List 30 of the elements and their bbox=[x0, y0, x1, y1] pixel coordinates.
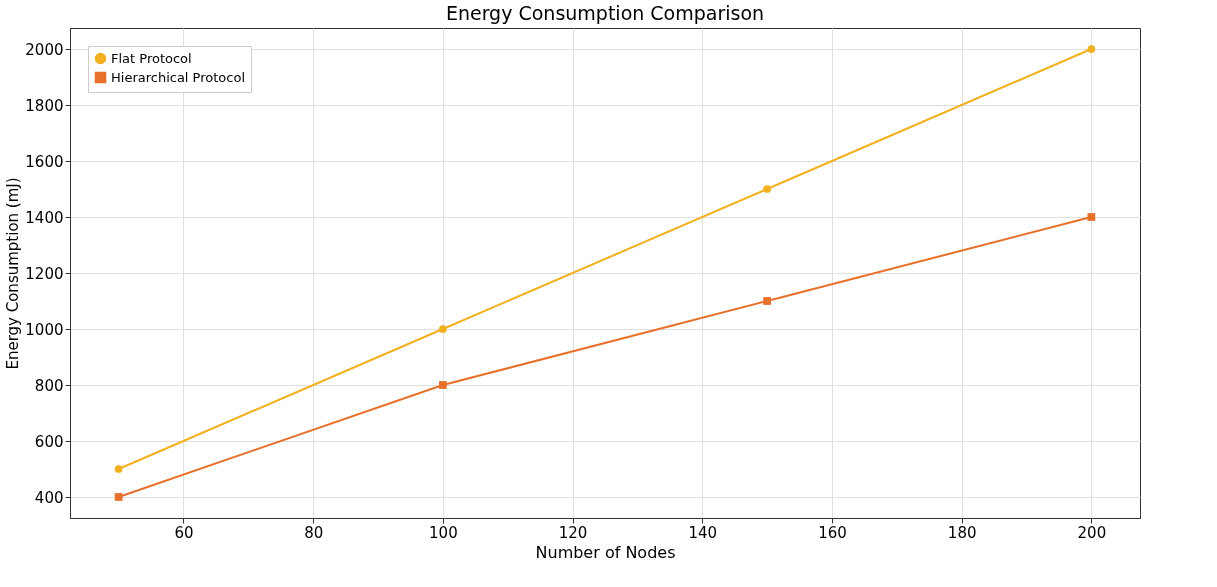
point bbox=[763, 297, 771, 305]
x-tick-label: 200 bbox=[1077, 523, 1107, 542]
point bbox=[1087, 213, 1096, 221]
y-axis-title: Energy Consumption (mJ) bbox=[4, 177, 23, 370]
y-tick-label: 1200 bbox=[25, 264, 64, 283]
x-tick-label: 180 bbox=[947, 523, 977, 542]
x-tick-label: 100 bbox=[429, 523, 458, 542]
x-tick-label: 160 bbox=[818, 523, 847, 542]
legend-label: Flat Protocol bbox=[111, 50, 192, 66]
x-tick-label: 80 bbox=[304, 523, 324, 542]
y-tick-label: 1800 bbox=[25, 96, 64, 115]
y-tick-label: 2000 bbox=[25, 40, 64, 59]
y-tick-label: 1600 bbox=[25, 152, 64, 171]
y-tick-label: 1000 bbox=[25, 320, 64, 339]
point bbox=[114, 465, 123, 473]
x-tick-label: 120 bbox=[558, 523, 588, 542]
point bbox=[114, 493, 123, 501]
x-axis-title: Number of Nodes bbox=[535, 542, 676, 562]
point bbox=[439, 325, 447, 333]
y-tick-label: 800 bbox=[34, 376, 64, 395]
x-tick-label: 60 bbox=[174, 523, 194, 542]
legend-label: Hierarchical Protocol bbox=[111, 69, 245, 85]
x-tick-label: 140 bbox=[688, 523, 718, 542]
y-tick-label: 1400 bbox=[25, 208, 64, 227]
point bbox=[1087, 45, 1096, 53]
point bbox=[763, 185, 771, 193]
y-tick-label: 600 bbox=[34, 432, 64, 451]
y-tick-label: 400 bbox=[34, 488, 64, 507]
chart-title: Energy Consumption Comparison bbox=[445, 2, 765, 24]
point bbox=[439, 381, 447, 389]
